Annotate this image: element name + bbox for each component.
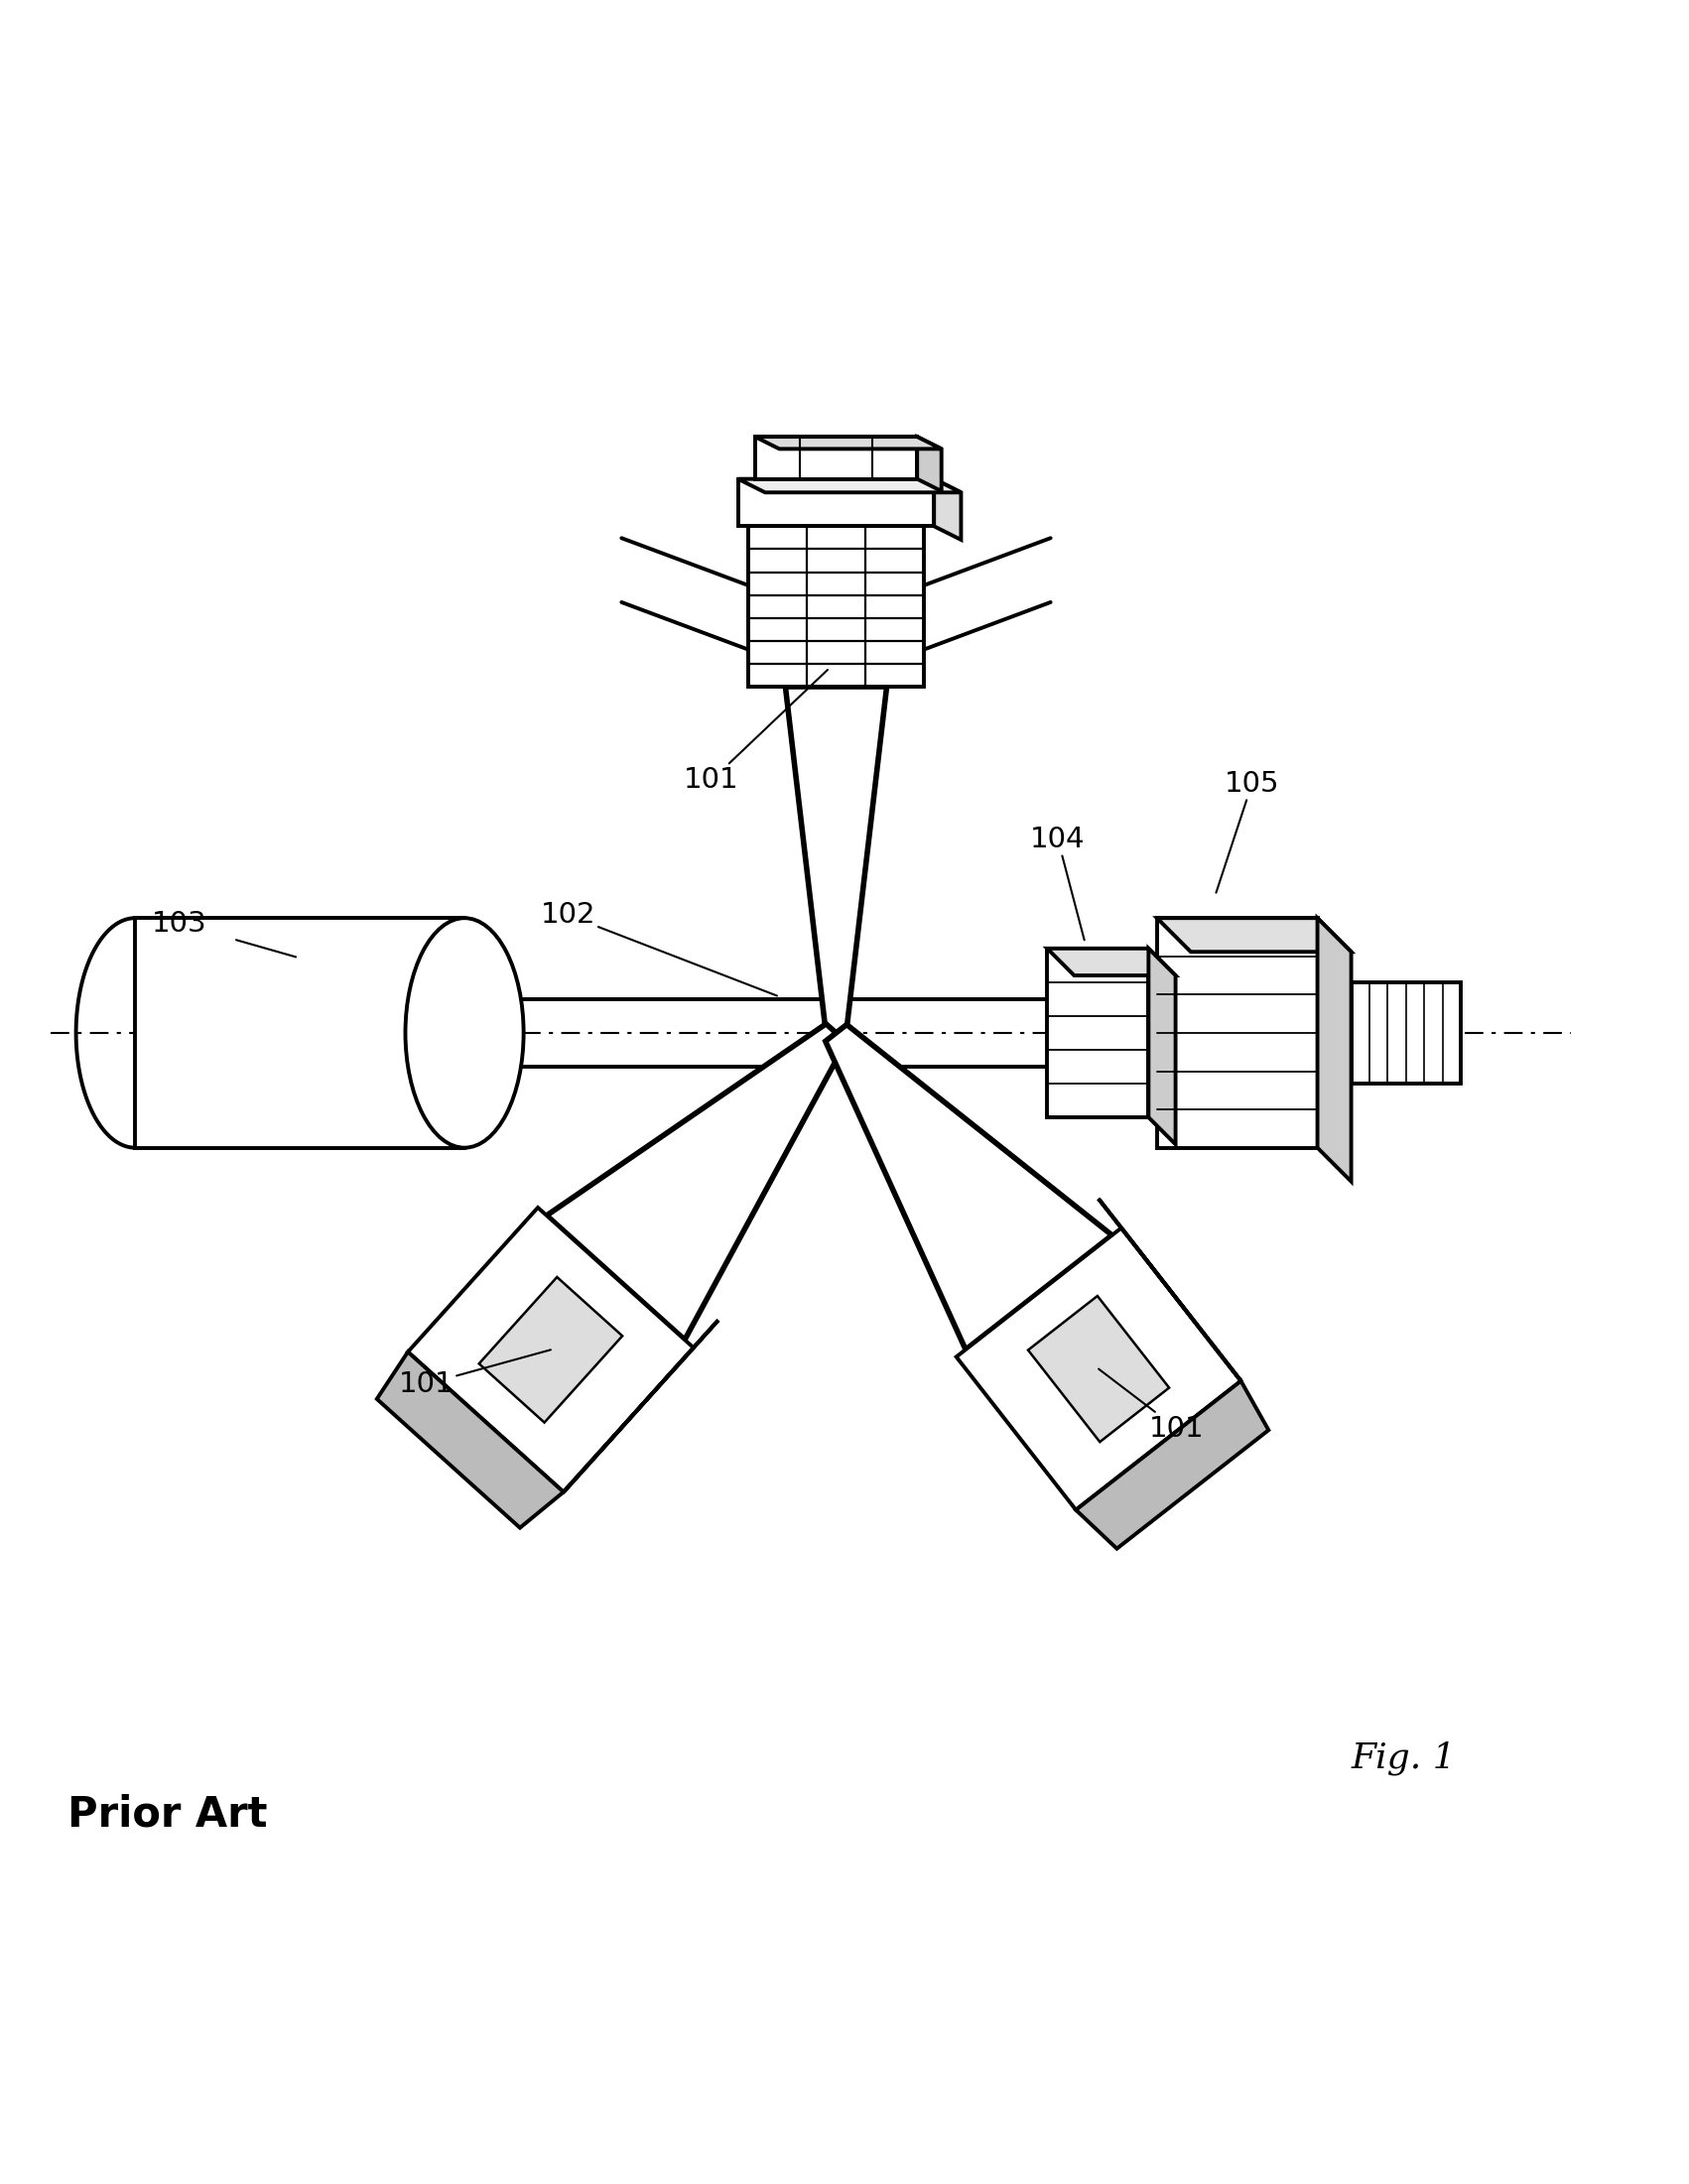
Polygon shape [755, 437, 941, 450]
Polygon shape [917, 437, 941, 491]
Polygon shape [738, 478, 934, 526]
Polygon shape [826, 1024, 1111, 1350]
Polygon shape [564, 1319, 718, 1492]
Polygon shape [1149, 948, 1176, 1144]
Polygon shape [1076, 1380, 1268, 1548]
Polygon shape [407, 1208, 694, 1492]
Text: 104: 104 [1030, 826, 1086, 939]
Text: Fig. 1: Fig. 1 [1351, 1741, 1456, 1776]
Polygon shape [377, 1352, 564, 1529]
Polygon shape [1157, 917, 1351, 952]
Polygon shape [956, 1227, 1241, 1509]
Polygon shape [1351, 983, 1461, 1083]
Polygon shape [135, 917, 464, 1149]
Ellipse shape [405, 917, 524, 1149]
Polygon shape [1317, 917, 1351, 1182]
Text: 105: 105 [1216, 769, 1280, 893]
Polygon shape [934, 478, 961, 539]
Polygon shape [1029, 1295, 1169, 1441]
Polygon shape [738, 478, 961, 491]
Polygon shape [1098, 1199, 1241, 1380]
Polygon shape [1047, 948, 1176, 976]
Text: 103: 103 [152, 911, 208, 937]
Polygon shape [785, 686, 887, 1033]
Polygon shape [748, 526, 924, 686]
Polygon shape [1157, 917, 1317, 1149]
Polygon shape [480, 1278, 622, 1422]
Polygon shape [547, 1024, 846, 1339]
Text: Prior Art: Prior Art [68, 1793, 267, 1835]
Polygon shape [755, 437, 917, 478]
Text: 102: 102 [540, 902, 777, 996]
Text: 101: 101 [684, 670, 828, 795]
Text: 101: 101 [1098, 1369, 1204, 1441]
Text: 101: 101 [399, 1350, 551, 1398]
Polygon shape [1047, 948, 1149, 1118]
